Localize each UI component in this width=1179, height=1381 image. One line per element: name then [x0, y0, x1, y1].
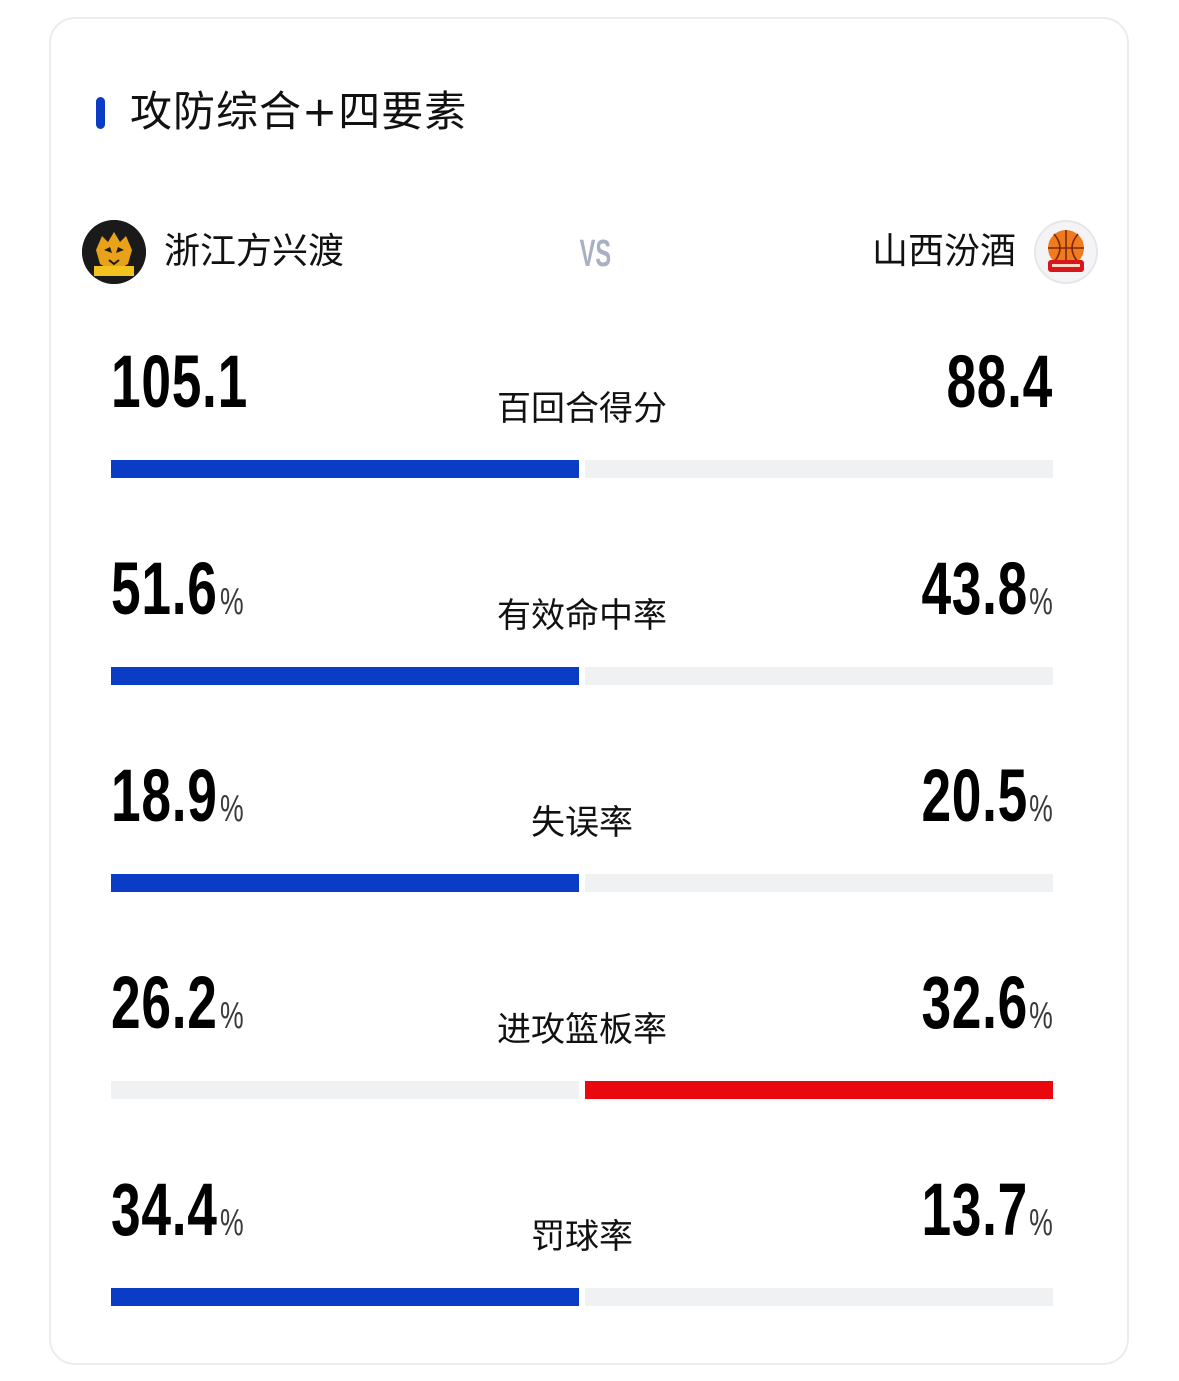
home-stat-number: 18.9 [111, 754, 218, 837]
away-stat-number: 13.7 [920, 1168, 1028, 1251]
away-stat-value: 43.8% [880, 547, 1053, 631]
stat-label: 百回合得分 [497, 389, 667, 429]
section-title: 攻防综合+四要素 [130, 87, 468, 136]
home-stat-number: 105.1 [111, 340, 248, 423]
away-stat-unit: % [1029, 581, 1053, 623]
teams-header: 浙江方兴渡 VS 山西汾酒 [82, 220, 1098, 286]
away-stat-number: 20.5 [920, 754, 1028, 837]
home-bar-segment [111, 1081, 579, 1099]
away-stat-number: 43.8 [920, 547, 1028, 630]
home-stat-unit: % [219, 995, 244, 1037]
away-stat-value: 32.6% [880, 961, 1053, 1045]
home-bar-segment [111, 667, 579, 685]
away-stat-value: 13.7% [880, 1168, 1053, 1252]
away-bar-segment [585, 460, 1053, 478]
home-stat-value: 51.6% [111, 547, 253, 631]
away-stat-value: 20.5% [880, 754, 1053, 838]
stat-row: 18.9% 失误率 20.5% [111, 754, 1053, 894]
away-stat-number: 32.6 [920, 961, 1028, 1044]
stat-row: 34.4% 罚球率 13.7% [111, 1168, 1053, 1308]
home-stat-number: 51.6 [111, 547, 218, 630]
vs-label: VS [579, 233, 612, 275]
four-factors-card [49, 17, 1129, 1365]
away-team-name[interactable]: 山西汾酒 [871, 231, 1016, 272]
comparison-bar [111, 874, 1053, 892]
home-bar-segment [111, 1288, 579, 1306]
home-bar-segment [111, 874, 579, 892]
comparison-bar [111, 1288, 1053, 1306]
away-bar-segment [585, 1081, 1053, 1099]
away-stat-unit: % [1029, 1202, 1053, 1244]
home-stat-value: 34.4% [111, 1168, 253, 1252]
stat-label: 失误率 [531, 803, 633, 843]
stat-row: 105.1 百回合得分 88.4 [111, 340, 1053, 480]
zhejiang-tiger-logo-icon[interactable] [82, 220, 146, 284]
home-stat-value: 26.2% [111, 961, 253, 1045]
away-stat-number: 88.4 [946, 340, 1053, 423]
comparison-bar [111, 667, 1053, 685]
home-stat-unit: % [219, 1202, 244, 1244]
away-bar-segment [585, 667, 1053, 685]
away-stat-value: 88.4 [905, 340, 1053, 424]
home-stat-value: 105.1 [111, 340, 301, 424]
home-team-name[interactable]: 浙江方兴渡 [164, 231, 345, 272]
comparison-bar [111, 1081, 1053, 1099]
stat-label: 罚球率 [531, 1217, 633, 1257]
away-stat-unit: % [1029, 995, 1053, 1037]
home-stat-value: 18.9% [111, 754, 253, 838]
away-stat-unit: % [1029, 788, 1053, 830]
home-bar-segment [111, 460, 579, 478]
away-bar-segment [585, 1288, 1053, 1306]
stat-row: 26.2% 进攻篮板率 32.6% [111, 961, 1053, 1101]
away-bar-segment [585, 874, 1053, 892]
home-stat-unit: % [219, 581, 244, 623]
home-stat-unit: % [219, 788, 244, 830]
stat-label: 进攻篮板率 [497, 1010, 667, 1050]
title-accent-bar [96, 97, 105, 129]
home-stat-number: 34.4 [111, 1168, 218, 1251]
stat-row: 51.6% 有效命中率 43.8% [111, 547, 1053, 687]
comparison-bar [111, 460, 1053, 478]
home-stat-number: 26.2 [111, 961, 218, 1044]
shanxi-basketball-logo-icon[interactable] [1034, 220, 1098, 284]
stat-label: 有效命中率 [497, 596, 667, 636]
